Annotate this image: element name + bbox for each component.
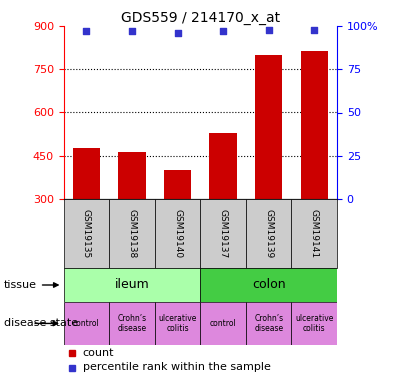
Bar <box>64 268 201 302</box>
Bar <box>164 170 191 199</box>
Text: tissue: tissue <box>4 280 37 290</box>
Bar <box>64 199 109 268</box>
Text: control: control <box>73 319 100 328</box>
Bar <box>109 199 155 268</box>
Title: GDS559 / 214170_x_at: GDS559 / 214170_x_at <box>121 11 280 25</box>
Text: Crohn’s
disease: Crohn’s disease <box>118 314 147 333</box>
Bar <box>246 199 291 268</box>
Text: disease state: disease state <box>4 318 78 328</box>
Bar <box>201 199 246 268</box>
Text: GSM19140: GSM19140 <box>173 209 182 258</box>
Text: GSM19138: GSM19138 <box>127 209 136 258</box>
Point <box>311 27 318 33</box>
Bar <box>291 199 337 268</box>
Point <box>129 28 135 34</box>
Text: ulcerative
colitis: ulcerative colitis <box>295 314 333 333</box>
Text: percentile rank within the sample: percentile rank within the sample <box>83 363 271 372</box>
Text: GSM19141: GSM19141 <box>310 209 319 258</box>
Bar <box>201 302 246 345</box>
Bar <box>118 152 146 199</box>
Text: ulcerative
colitis: ulcerative colitis <box>158 314 197 333</box>
Bar <box>246 302 291 345</box>
Bar <box>64 302 109 345</box>
Text: ileum: ileum <box>115 279 150 291</box>
Bar <box>255 55 282 199</box>
Text: Crohn’s
disease: Crohn’s disease <box>254 314 283 333</box>
Bar <box>300 51 328 199</box>
Point <box>174 30 181 36</box>
Text: control: control <box>210 319 236 328</box>
Bar <box>73 148 100 199</box>
Bar <box>155 302 201 345</box>
Bar <box>155 199 201 268</box>
Text: count: count <box>83 348 114 357</box>
Text: GSM19137: GSM19137 <box>219 209 228 258</box>
Text: GSM19135: GSM19135 <box>82 209 91 258</box>
Point <box>220 28 226 34</box>
Point <box>83 28 90 34</box>
Point <box>266 27 272 33</box>
Bar <box>201 268 337 302</box>
Bar <box>109 302 155 345</box>
Bar <box>291 302 337 345</box>
Bar <box>210 133 237 199</box>
Text: colon: colon <box>252 279 286 291</box>
Text: GSM19139: GSM19139 <box>264 209 273 258</box>
